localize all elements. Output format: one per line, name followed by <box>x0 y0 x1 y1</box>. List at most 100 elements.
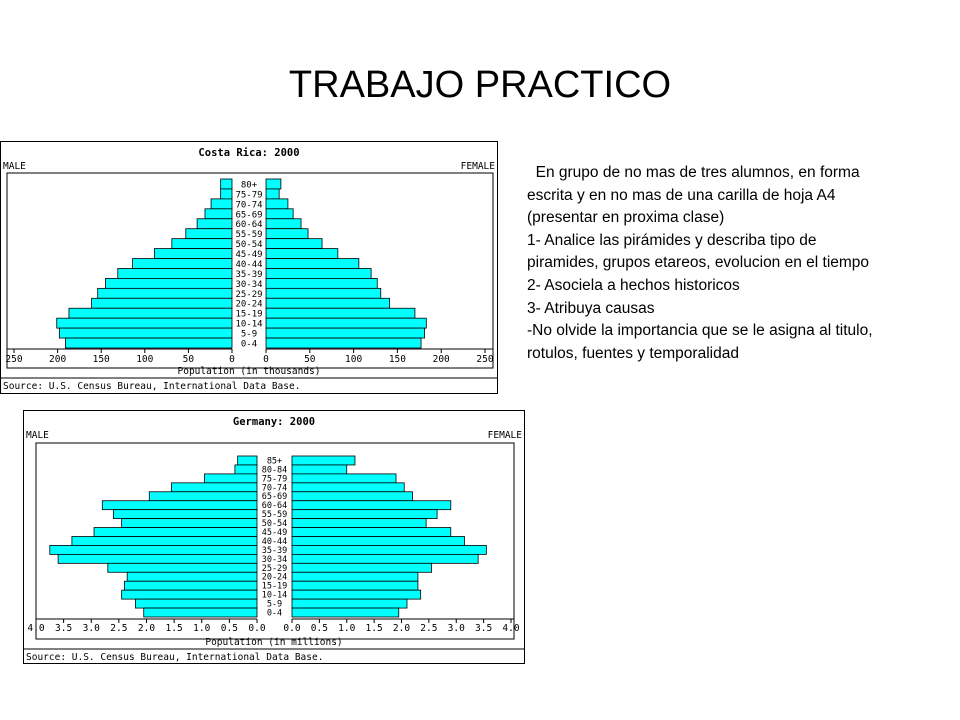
age-group-label: 85+ <box>267 456 282 466</box>
age-group-label: 25-29 <box>262 564 288 574</box>
age-group-label: 10-14 <box>262 591 288 601</box>
female-bar-25-29 <box>265 287 382 299</box>
age-group-label: 15-19 <box>262 582 288 592</box>
age-group-label: 45-49 <box>235 250 262 260</box>
female-bar-30-34 <box>265 278 378 289</box>
male-tick-label: 0 <box>229 354 235 365</box>
male-bar-85+ <box>237 455 258 466</box>
male-bar-30-34 <box>57 553 258 564</box>
male-tick-label: 3.0 <box>83 623 100 634</box>
male-tick-label: 1.5 <box>166 623 183 634</box>
female-tick-label: 1.5 <box>366 623 383 634</box>
instruction-line: escrita y en no mas de una carilla de ho… <box>527 186 836 204</box>
male-bar-20-24 <box>91 297 233 309</box>
female-bar-15-19 <box>291 580 419 591</box>
x-axis-label: Population (in millions) <box>205 637 342 648</box>
plot-frame <box>6 172 494 369</box>
age-group-label: 80+ <box>241 180 258 190</box>
germany-pyramid-svg: Germany: 2000 MALE FEMALE 85+80-8475-7970-7… <box>24 416 524 663</box>
instruction-line: rotulos, fuentes y temporalidad <box>527 344 739 362</box>
male-bar-80+ <box>220 178 233 190</box>
age-group-label: 35-39 <box>235 270 262 280</box>
female-tick-label: 0 <box>263 354 269 365</box>
female-bar-80-84 <box>291 464 348 475</box>
male-tick-label: 2.5 <box>110 623 127 634</box>
male-bar-60-64 <box>101 500 258 511</box>
male-tick-label: 2.0 <box>138 623 155 634</box>
age-group-label: 0-4 <box>267 609 282 619</box>
age-group-label: 40-44 <box>235 260 262 270</box>
female-label: FEMALE <box>461 161 496 172</box>
source-note: Source: U.S. Census Bureau, Internationa… <box>3 381 300 392</box>
female-tick-label: 50 <box>304 354 316 365</box>
female-bar-25-29 <box>291 562 433 573</box>
male-tick-label: 100 <box>136 354 153 365</box>
male-label: MALE <box>26 430 49 441</box>
x-axis-label: Population (in thousands) <box>178 366 321 377</box>
female-tick-label: 100 <box>345 354 362 365</box>
male-bar-65-69 <box>204 208 233 220</box>
age-group-label: 70-74 <box>235 200 262 210</box>
female-bar-50-54 <box>291 518 427 528</box>
age-group-label: 40-44 <box>262 537 288 547</box>
female-bar-75-79 <box>265 188 280 200</box>
female-bar-20-24 <box>291 571 419 582</box>
instruction-line: (presentar en proxima clase) <box>527 209 725 227</box>
male-bar-75-79 <box>204 473 258 484</box>
male-bar-25-29 <box>107 562 258 573</box>
male-bar-50-54 <box>171 238 233 249</box>
plot-frame <box>35 442 515 640</box>
female-bar-35-39 <box>291 545 487 555</box>
germany-pyramid-chart: Germany: 2000 MALE FEMALE 85+ 80-84 75-79 70-7… <box>23 410 525 664</box>
female-bar-70-74 <box>265 198 289 210</box>
age-group-label: 55-59 <box>235 230 262 240</box>
male-bar-10-14 <box>121 589 258 600</box>
instruction-line: 1- Analice las pirámides y describa tipo… <box>527 231 817 249</box>
age-group-label: 0-4 <box>241 340 257 350</box>
female-bar-40-44 <box>291 536 465 546</box>
age-group-label: 60-64 <box>262 501 288 511</box>
female-tick-label: 3.5 <box>475 623 492 634</box>
female-bar-0-4 <box>265 337 422 349</box>
male-tick-label: 50 <box>183 354 195 365</box>
costa-rica-pyramid-chart: Costa Rica: 2000 MALE FEMALE 80+ 75-79 70-74 6… <box>0 141 498 394</box>
male-bar-75-79 <box>220 188 233 200</box>
age-group-label: 30-34 <box>262 555 288 565</box>
male-label: MALE <box>3 161 26 172</box>
female-bar-5-9 <box>291 598 408 609</box>
age-group-label: 20-24 <box>235 300 262 310</box>
female-bar-55-59 <box>291 509 438 520</box>
male-bar-60-64 <box>196 218 233 230</box>
male-bar-40-44 <box>132 258 233 269</box>
female-bar-0-4 <box>291 607 400 618</box>
age-group-label: 65-69 <box>262 492 288 502</box>
chart-title: Costa Rica: 2000 <box>198 147 299 159</box>
age-group-label: 5-9 <box>241 330 257 340</box>
male-bar-40-44 <box>71 536 258 546</box>
age-group-label: 75-79 <box>235 190 262 200</box>
instruction-line: 3- Atribuya causas <box>527 299 655 317</box>
female-bar-65-69 <box>291 491 413 502</box>
age-group-label: 50-54 <box>235 240 262 250</box>
female-tick-label: 2.0 <box>393 623 410 634</box>
male-bar-5-9 <box>135 598 258 609</box>
male-tick-label: 250 <box>5 354 22 365</box>
female-tick-label: 4.0 <box>502 623 519 634</box>
male-bar-55-59 <box>112 509 258 520</box>
male-bar-80-84 <box>234 464 258 475</box>
instruction-line: En grupo de no mas de tres alumnos, en f… <box>527 164 860 181</box>
female-bar-60-64 <box>265 218 302 230</box>
age-group-label: 35-39 <box>262 546 288 556</box>
male-bar-0-4 <box>65 337 233 349</box>
female-bar-45-49 <box>291 527 452 537</box>
instruction-line: 2- Asociela a hechos historicos <box>527 276 740 294</box>
male-bar-10-14 <box>56 317 233 329</box>
female-bar-65-69 <box>265 208 294 220</box>
female-tick-label: 1.0 <box>338 623 355 634</box>
female-bar-40-44 <box>265 258 360 269</box>
male-bar-5-9 <box>58 327 233 339</box>
age-group-label: 65-69 <box>235 210 262 220</box>
male-tick-label: 4.0 <box>27 623 44 634</box>
age-group-label: 60-64 <box>235 220 262 230</box>
